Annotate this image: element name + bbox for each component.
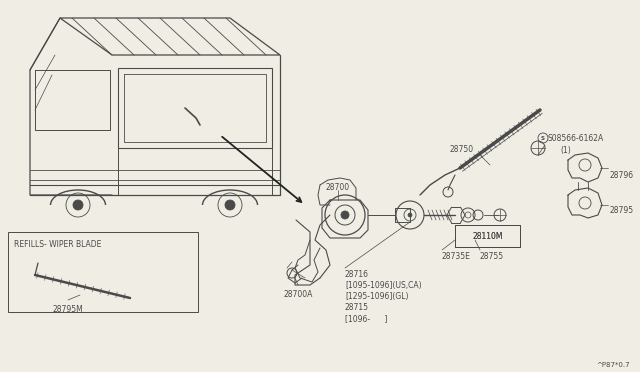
Bar [455,225,520,247]
Text: 28716
[1095-1096](US,CA)
[1295-1096](GL)
28715
[1096-      ]: 28716 [1095-1096](US,CA) [1295-1096](GL)… [345,270,422,323]
Text: S: S [541,135,545,141]
Text: 28735E: 28735E [442,252,471,261]
Text: 28750: 28750 [450,145,474,154]
Text: 28700: 28700 [326,183,350,192]
Text: 28110M: 28110M [473,231,503,241]
Text: 28796: 28796 [610,170,634,180]
Text: 28110M: 28110M [473,231,503,241]
Text: S08566-6162A: S08566-6162A [548,134,604,142]
Text: 28755: 28755 [480,252,504,261]
Circle shape [73,200,83,210]
Circle shape [341,211,349,219]
Text: 28700A: 28700A [284,290,313,299]
Text: ^P87*0.7: ^P87*0.7 [596,362,630,368]
Text: REFILLS- WIPER BLADE: REFILLS- WIPER BLADE [14,240,101,249]
Circle shape [225,200,235,210]
Text: 28795M: 28795M [52,305,83,314]
Bar [8,232,198,312]
Circle shape [408,213,412,217]
Bar [455,225,520,247]
Text: 28795: 28795 [610,205,634,215]
Text: (1): (1) [560,145,571,154]
